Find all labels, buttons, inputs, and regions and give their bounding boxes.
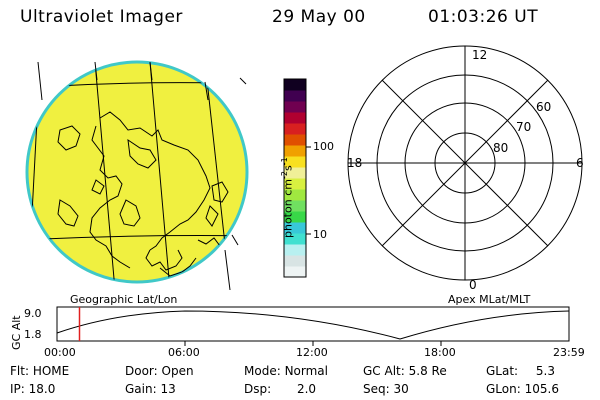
colorbar-band	[284, 189, 306, 201]
colorbar-band	[284, 112, 306, 124]
mlt-label-left: 18	[347, 156, 362, 170]
geographic-image-panel	[25, 60, 249, 291]
date-label: 29 May 00	[272, 7, 366, 27]
polar-mlt-plot: 12 18 6 0 60 70 80	[347, 45, 584, 292]
mlt-label-top: 12	[472, 48, 487, 62]
gc-alt-curve	[56, 310, 570, 340]
door-field: Door: Open	[125, 364, 194, 378]
timeline-xtick-1800: 18:00	[424, 346, 456, 359]
dsp-value: 2.0	[296, 382, 317, 396]
gc-alt-timeline	[56, 306, 570, 346]
gcalt-label: GC Alt:	[363, 364, 405, 378]
colorbar-unit-mid: s	[281, 165, 295, 172]
glat-label: GLat:	[486, 364, 519, 378]
instrument-title: Ultraviolet Imager	[20, 7, 183, 27]
seq-field: Seq: 30	[363, 382, 409, 396]
colorbar-band	[284, 233, 306, 245]
flt-label: Flt:	[10, 364, 29, 378]
glon-field: GLon: 105.6	[486, 382, 559, 396]
timeline-xtick-2359: 23:59	[553, 346, 585, 359]
colorbar-unit-exp2: -1	[280, 157, 289, 166]
colorbar-band	[284, 222, 306, 234]
door-label: Door:	[125, 364, 158, 378]
glat-field: GLat: 5.3	[486, 364, 555, 378]
colorbar-band	[284, 244, 306, 256]
timeline-ytick-high: 9.0	[24, 307, 42, 320]
polar-caption: Apex MLat/MLT	[448, 293, 531, 306]
mode-value: Normal	[284, 364, 328, 378]
polar-axis-diagonal-b	[381, 79, 549, 247]
colorbar-band	[284, 266, 306, 278]
earth-disk	[25, 60, 249, 284]
colorbar-unit-exp1: -2	[280, 171, 289, 180]
timeline-frame	[56, 306, 570, 342]
dsp-label: Dsp:	[244, 382, 272, 396]
door-value: Open	[161, 364, 194, 378]
colorbar-tick-10: 10	[313, 228, 327, 241]
glon-label: GLon:	[486, 382, 521, 396]
flt-field: Flt: HOME	[10, 364, 69, 378]
time-label: 01:03:26 UT	[428, 7, 539, 27]
mlt-label-right: 6	[576, 156, 584, 170]
timeline-ylabel: GC Alt	[10, 315, 23, 350]
timeline-xtick-0000: 00:00	[44, 346, 76, 359]
gcalt-value: 5.8 Re	[408, 364, 447, 378]
colorbar-band	[284, 101, 306, 113]
glat-value: 5.3	[535, 364, 556, 378]
colorbar-band	[284, 211, 306, 223]
colorbar-unit-label: photon cm-2s-1	[280, 157, 295, 238]
colorbar-band	[284, 167, 306, 179]
timeline-xtick-1200: 12:00	[296, 346, 328, 359]
colorbar-band	[284, 134, 306, 146]
glon-value: 105.6	[524, 382, 559, 396]
colorbar-tick-100: 100	[313, 140, 334, 153]
colorbar	[283, 78, 311, 278]
seq-label: Seq:	[363, 382, 390, 396]
coastlines	[57, 111, 229, 277]
ip-label: IP:	[10, 382, 25, 396]
flt-value: HOME	[32, 364, 70, 378]
lat-lon-grid-outside	[37, 61, 247, 291]
ip-field: IP: 18.0	[10, 382, 55, 396]
colorbar-unit-base: photon cm	[281, 179, 295, 238]
gain-label: Gain:	[125, 382, 157, 396]
mode-field: Mode: Normal	[244, 364, 328, 378]
dsp-field: Dsp: 2.0	[244, 382, 316, 396]
lat-label-80: 80	[493, 141, 508, 155]
colorbar-band	[284, 200, 306, 212]
colorbar-band	[284, 90, 306, 102]
geographic-caption: Geographic Lat/Lon	[70, 293, 178, 306]
colorbar-band	[284, 255, 306, 267]
lat-label-60: 60	[536, 100, 551, 114]
mlt-label-bottom: 0	[469, 278, 477, 292]
timeline-xtick-0600: 06:00	[168, 346, 200, 359]
seq-value: 30	[393, 382, 409, 396]
gcalt-field: GC Alt: 5.8 Re	[363, 364, 447, 378]
colorbar-band	[284, 123, 306, 135]
gain-field: Gain: 13	[125, 382, 176, 396]
colorbar-band	[284, 79, 306, 91]
mode-label: Mode:	[244, 364, 281, 378]
lat-label-70: 70	[516, 120, 531, 134]
gain-value: 13	[160, 382, 176, 396]
ip-value: 18.0	[28, 382, 56, 396]
timeline-ytick-low: 1.8	[24, 328, 42, 341]
colorbar-band	[284, 178, 306, 190]
colorbar-band	[284, 156, 306, 168]
colorbar-band	[284, 145, 306, 157]
